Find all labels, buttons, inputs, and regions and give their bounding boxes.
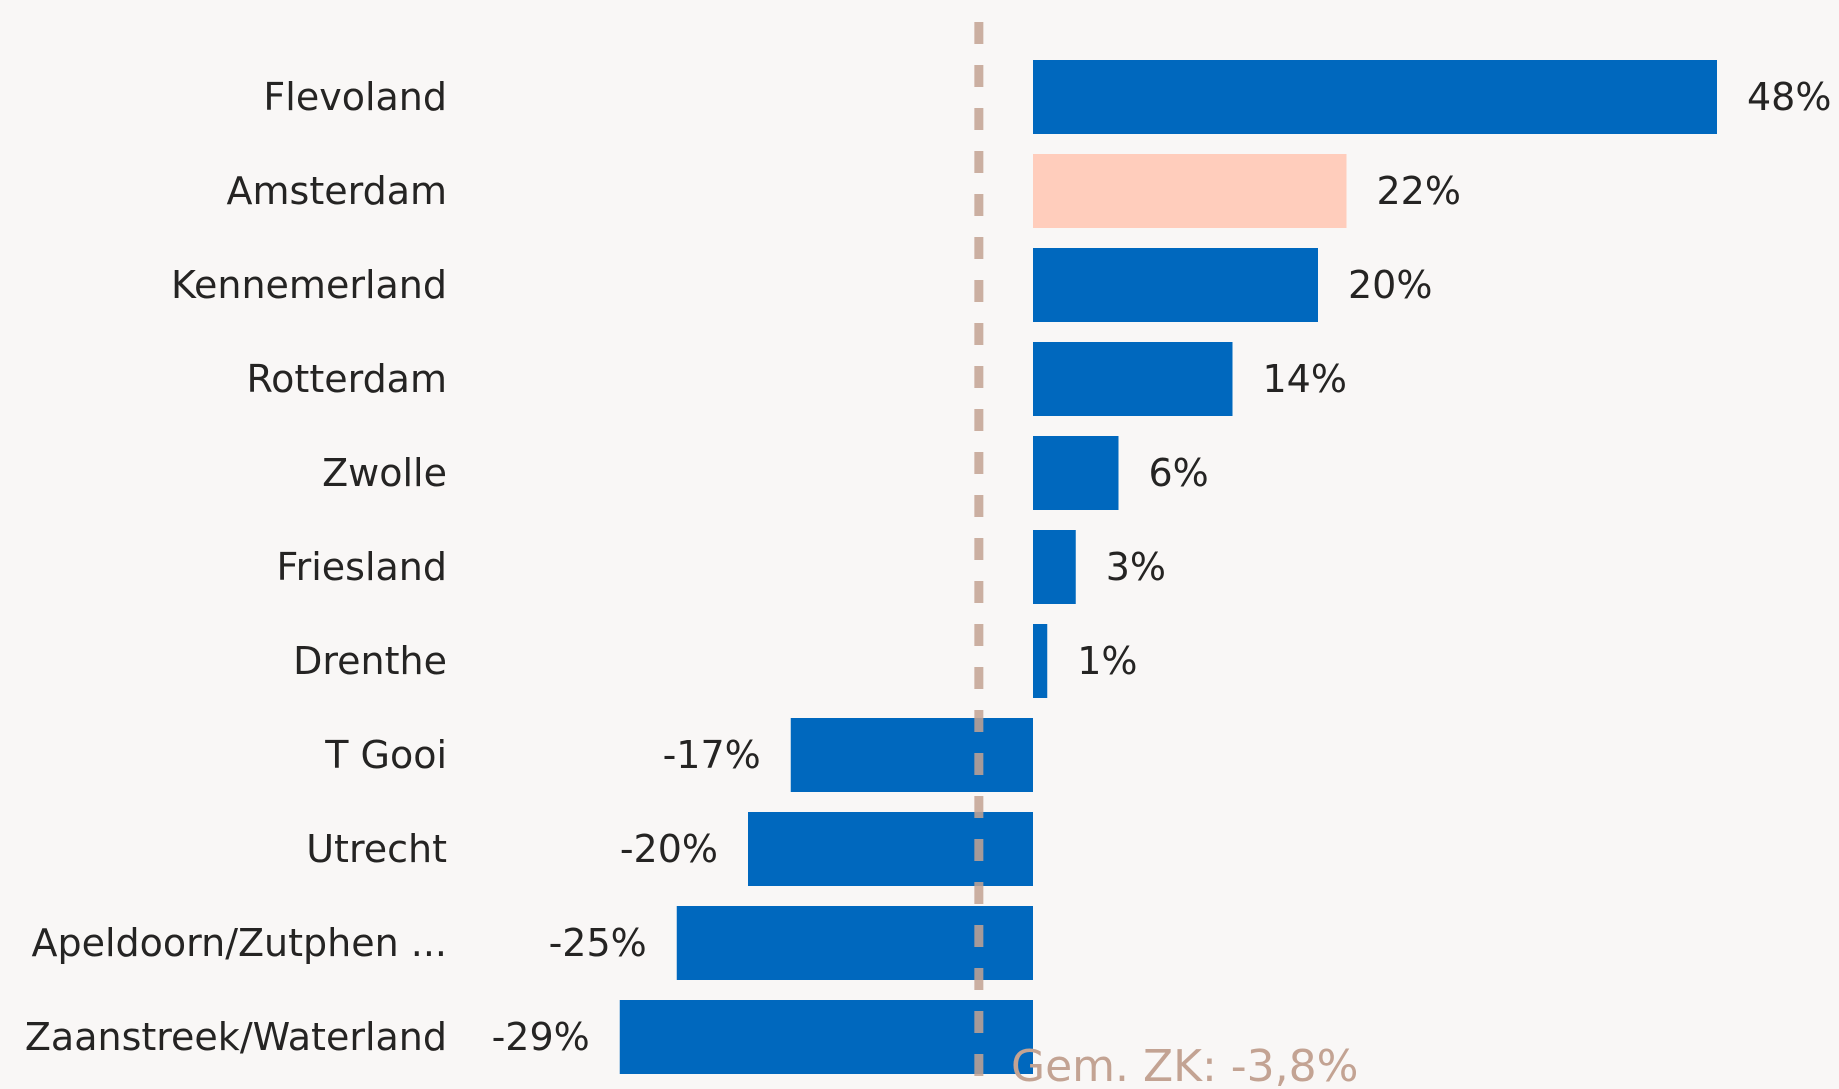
bar-utrecht[interactable] (748, 812, 1033, 886)
bar-zwolle[interactable] (1033, 436, 1119, 510)
data-label-zwolle: 6% (1149, 451, 1209, 495)
data-label-flevoland: 48% (1747, 75, 1831, 119)
data-label-kennemerland: 20% (1348, 263, 1432, 307)
bar-friesland[interactable] (1033, 530, 1076, 604)
category-labels: Flevoland Amsterdam Kennemerland Rotterdam Z… (25, 75, 447, 1059)
bar-t-gooi[interactable] (790, 718, 1033, 792)
bar-zaanstreek-waterland[interactable] (619, 1000, 1033, 1074)
average-reference-label: Gem. ZK: -3,8% (1011, 1041, 1358, 1089)
data-label-friesland: 3% (1106, 545, 1166, 589)
data-label-amsterdam: 22% (1377, 169, 1461, 213)
data-label-utrecht: -20% (620, 827, 718, 871)
category-label-rotterdam: Rotterdam (246, 357, 447, 401)
data-label-t-gooi: -17% (663, 733, 761, 777)
data-labels: 48% 22% 20% 14% 6% 3% 1% -17% -20% -25% -29% (492, 75, 1832, 1059)
category-label-flevoland: Flevoland (263, 75, 447, 119)
category-label-utrecht: Utrecht (306, 827, 447, 871)
bars-group (619, 60, 1717, 1074)
category-label-t-gooi: T Gooi (324, 733, 447, 777)
category-label-friesland: Friesland (277, 545, 448, 589)
bar-apeldoorn-zutphen[interactable] (676, 906, 1033, 980)
data-label-apeldoorn-zutphen: -25% (549, 921, 647, 965)
bar-kennemerland[interactable] (1033, 248, 1318, 322)
category-label-drenthe: Drenthe (293, 639, 447, 683)
data-label-rotterdam: 14% (1263, 357, 1347, 401)
bar-flevoland[interactable] (1033, 60, 1717, 134)
category-label-amsterdam: Amsterdam (227, 169, 447, 213)
bar-drenthe[interactable] (1033, 624, 1048, 698)
data-label-zaanstreek-waterland: -29% (492, 1015, 590, 1059)
bar-rotterdam[interactable] (1033, 342, 1233, 416)
category-label-zaanstreek-waterland: Zaanstreek/Waterland (25, 1015, 447, 1059)
bar-amsterdam[interactable] (1033, 154, 1347, 228)
category-label-kennemerland: Kennemerland (171, 263, 447, 307)
data-label-drenthe: 1% (1077, 639, 1137, 683)
category-label-apeldoorn-zutphen: Apeldoorn/Zutphen ... (31, 921, 447, 965)
category-label-zwolle: Zwolle (322, 451, 447, 495)
